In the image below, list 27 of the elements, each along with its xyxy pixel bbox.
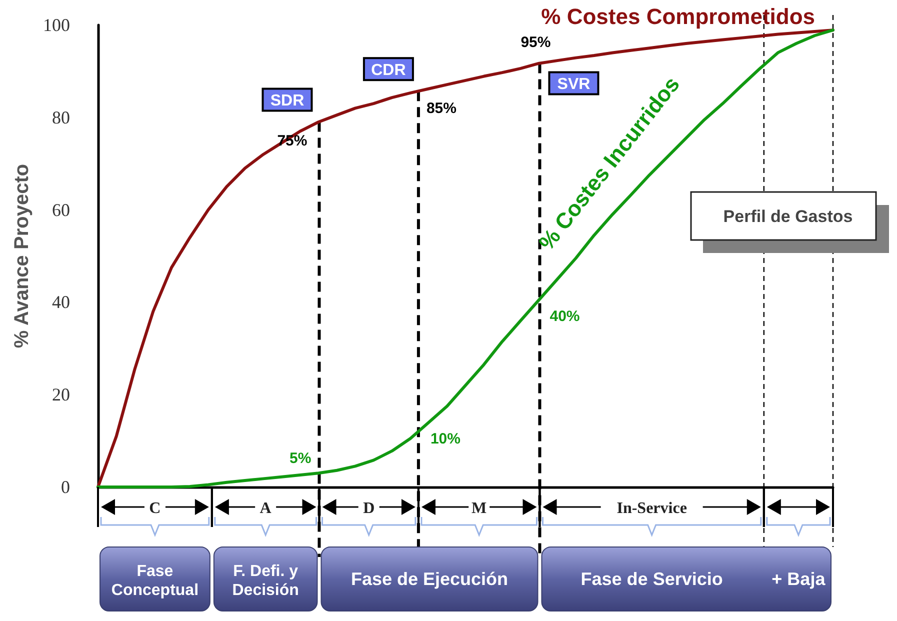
y-tick-label: 100	[43, 15, 70, 35]
annotation: 5%	[290, 450, 312, 468]
annotation: SVR	[557, 76, 591, 94]
text: In-Service	[616, 500, 687, 517]
y-tick-label: 0	[61, 477, 70, 497]
annotation: Perfil de Gastos	[723, 207, 853, 226]
text: + Baja	[772, 569, 826, 589]
annotation: SDR	[270, 92, 305, 110]
annotation: 85%	[426, 100, 456, 118]
text: Fase de Ejecución	[350, 569, 508, 589]
annotation: 10%	[430, 430, 460, 448]
text: F. Defi. y Decisión	[232, 563, 299, 599]
series-label: % Costes Comprometidos	[541, 4, 815, 29]
y-tick-label: 80	[52, 107, 70, 128]
text: C	[149, 500, 161, 517]
text: M	[472, 500, 487, 517]
y-tick-label: 60	[52, 200, 70, 220]
annotation: CDR	[371, 62, 406, 80]
text: Fase de Servicio	[580, 569, 723, 589]
y-axis-title: % Avance Proyecto	[11, 164, 34, 348]
y-tick-label: 40	[52, 292, 70, 312]
annotation: 95%	[520, 34, 551, 52]
text: D	[363, 500, 375, 517]
text: A	[260, 500, 272, 517]
annotation: 40%	[550, 308, 580, 326]
text: Fase Conceptual	[111, 563, 199, 599]
y-tick-label: 20	[52, 384, 70, 405]
